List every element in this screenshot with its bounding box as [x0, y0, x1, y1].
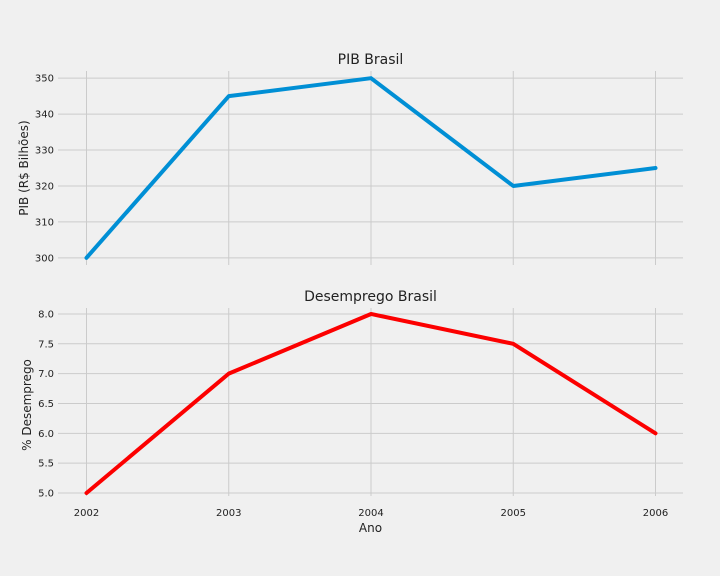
des-y-tick-label: 6.0: [38, 429, 54, 440]
des-series-line: [84, 311, 658, 496]
des-x-tick-label: 2005: [501, 508, 526, 519]
pib-y-tick-label: 320: [35, 181, 54, 192]
chart-desemprego-xlabel: Ano: [359, 521, 382, 535]
des-x-tick-label: 2004: [358, 508, 383, 519]
pib-series-line: [84, 76, 658, 260]
chart-desemprego-x-ticks: 2002 2003 2004 2005 2006: [74, 508, 668, 519]
pib-y-tick-label: 310: [35, 217, 54, 228]
chart-pib-series: [84, 76, 658, 260]
des-y-tick-label: 6.5: [38, 399, 54, 410]
des-y-tick-label: 7.5: [38, 339, 54, 350]
des-x-tick-label: 2006: [643, 508, 668, 519]
des-y-tick-label: 5.0: [38, 489, 54, 500]
des-x-tick-label: 2003: [216, 508, 241, 519]
chart-desemprego-title: Desemprego Brasil: [304, 289, 437, 305]
des-y-tick-label: 8.0: [38, 309, 54, 320]
pib-y-tick-label: 350: [35, 74, 54, 85]
chart-desemprego-grid: [58, 308, 683, 496]
chart-pib-ylabel: PIB (R$ Bilhões): [17, 120, 31, 215]
chart-pib-title: PIB Brasil: [338, 52, 404, 68]
chart-pib: PIB Brasil PIB (R$ Bilhões) 300 310 320 330…: [17, 52, 683, 265]
pib-y-tick-label: 340: [35, 110, 54, 121]
des-y-tick-label: 5.5: [38, 459, 54, 470]
chart-desemprego-y-ticks: 5.0 5.5 6.0 6.5 7.0 7.5 8.0: [38, 309, 54, 499]
chart-pib-y-ticks: 300 310 320 330 340 350: [35, 74, 54, 265]
chart-desemprego-series: [84, 311, 658, 496]
pib-y-tick-label: 300: [35, 253, 54, 264]
pib-y-tick-label: 330: [35, 146, 54, 157]
des-x-tick-label: 2002: [74, 508, 99, 519]
chart-desemprego-ylabel: % Desemprego: [20, 359, 34, 451]
chart-desemprego: Desemprego Brasil % Desemprego 5.0 5.5 6.0…: [20, 289, 683, 535]
des-y-tick-label: 7.0: [38, 369, 54, 380]
